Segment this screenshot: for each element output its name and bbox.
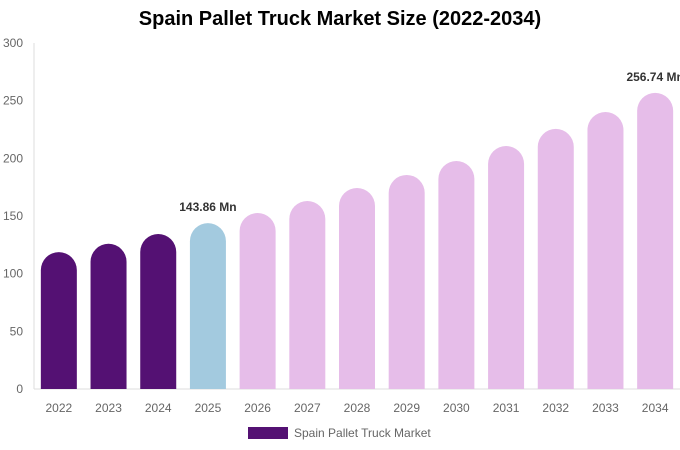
bar-2023 xyxy=(90,243,127,389)
data-label-2034: 256.74 Mn xyxy=(626,70,680,84)
y-tick-label: 0 xyxy=(16,382,23,396)
y-tick-label: 50 xyxy=(10,324,24,338)
x-tick-label: 2034 xyxy=(642,401,669,415)
bar-2028 xyxy=(339,187,375,389)
x-tick-label: 2032 xyxy=(542,401,569,415)
x-tick-label: 2024 xyxy=(145,401,172,415)
legend-label: Spain Pallet Truck Market xyxy=(294,426,431,440)
y-tick-label: 200 xyxy=(3,151,23,165)
bar-2033 xyxy=(587,111,624,390)
x-tick-label: 2023 xyxy=(95,401,122,415)
x-tick-label: 2022 xyxy=(45,401,72,415)
chart-title: Spain Pallet Truck Market Size (2022-203… xyxy=(138,8,542,30)
bar-2026 xyxy=(239,213,276,389)
y-tick-label: 100 xyxy=(3,267,23,281)
data-label-2025: 143.86 Mn xyxy=(179,200,236,214)
x-tick-label: 2027 xyxy=(294,401,321,415)
bar-2031 xyxy=(488,146,525,389)
x-tick-label: 2030 xyxy=(443,401,470,415)
bar-2024 xyxy=(140,233,177,389)
bar-2034 xyxy=(637,92,674,390)
x-tick-label: 2025 xyxy=(195,401,222,415)
x-tick-label: 2031 xyxy=(493,401,520,415)
x-tick-label: 2033 xyxy=(592,401,619,415)
bar-2027 xyxy=(289,201,326,389)
legend: Spain Pallet Truck Market xyxy=(248,426,431,440)
bar-2025 xyxy=(189,223,226,389)
y-tick-label: 300 xyxy=(3,36,23,50)
bar-2032 xyxy=(537,128,574,389)
legend-swatch xyxy=(248,427,288,439)
x-tick-label: 2029 xyxy=(393,401,420,415)
bar-2029 xyxy=(388,174,425,389)
x-tick-label: 2026 xyxy=(244,401,271,415)
bar-2030 xyxy=(438,160,475,389)
y-tick-label: 150 xyxy=(3,209,23,223)
bar-2022 xyxy=(40,252,77,389)
y-tick-label: 250 xyxy=(3,94,23,108)
x-tick-label: 2028 xyxy=(344,401,371,415)
